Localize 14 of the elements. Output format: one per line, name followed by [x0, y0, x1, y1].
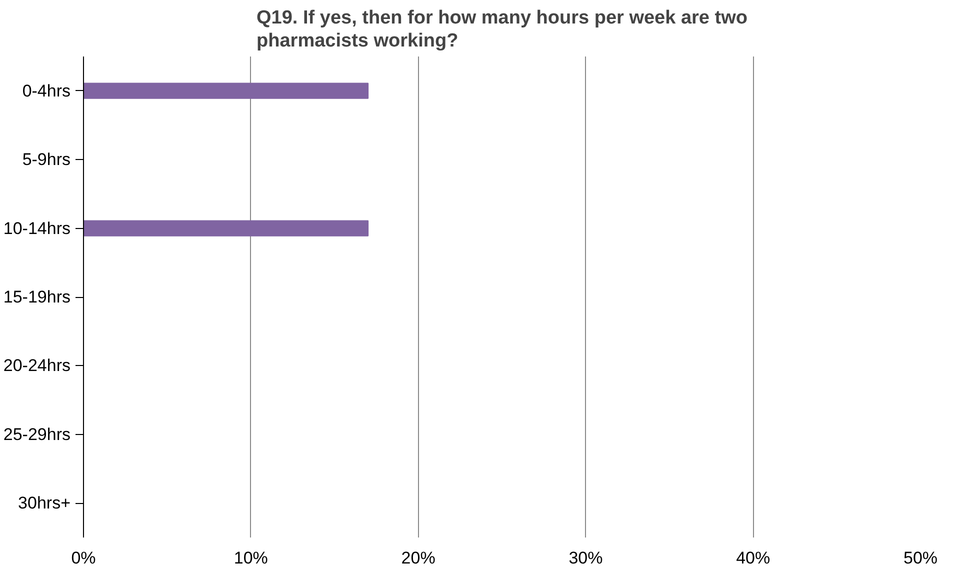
y-tick-label: 25-29hrs [3, 424, 71, 444]
chart-title: Q19. If yes, then for how many hours per week are two pharmacists working? [256, 7, 748, 52]
y-tick-label: 20-24hrs [3, 356, 71, 376]
y-tick-label: 10-14hrs [3, 218, 71, 238]
x-tick-label: 0% [71, 548, 96, 568]
x-tick-label: 20% [401, 548, 436, 568]
y-tick-label: 30hrs+ [18, 494, 71, 513]
x-tick-label: 40% [736, 548, 770, 568]
x-tick-label: 30% [568, 548, 603, 568]
x-tick-label: 10% [234, 548, 268, 568]
y-tick-label: 5-9hrs [22, 150, 70, 170]
y-tick-label: 0-4hrs [22, 81, 70, 100]
y-tick-label: 15-19hrs [3, 288, 71, 306]
x-tick-label: 50% [903, 548, 938, 568]
